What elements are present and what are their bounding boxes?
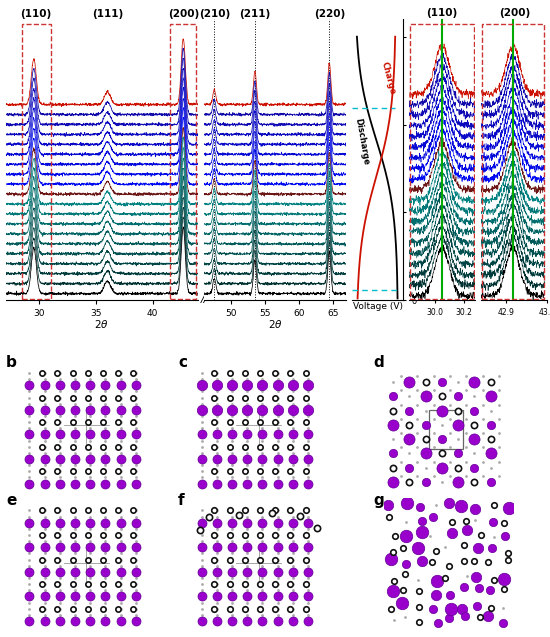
Text: Charge: Charge <box>379 61 397 96</box>
Text: g: g <box>373 492 384 508</box>
Text: f: f <box>178 492 185 508</box>
X-axis label: $2\theta$: $2\theta$ <box>268 318 283 330</box>
Text: (211): (211) <box>239 10 271 20</box>
Bar <box>429 410 463 448</box>
Text: b: b <box>6 355 17 370</box>
Bar <box>23 24 51 299</box>
Text: c: c <box>178 355 187 370</box>
Text: (111): (111) <box>92 10 123 20</box>
X-axis label: Voltage (V): Voltage (V) <box>353 301 403 311</box>
Text: d: d <box>373 355 384 370</box>
Title: (200): (200) <box>499 8 530 18</box>
Bar <box>169 24 196 299</box>
Text: Discharge: Discharge <box>354 118 371 166</box>
X-axis label: $2\theta$: $2\theta$ <box>95 318 109 330</box>
Text: (220): (220) <box>314 10 345 20</box>
Text: (110): (110) <box>20 10 52 20</box>
Text: //: // <box>201 294 208 304</box>
Text: (200): (200) <box>168 10 199 20</box>
Title: (110): (110) <box>426 8 458 18</box>
Text: (210): (210) <box>199 10 230 20</box>
Text: e: e <box>6 492 16 508</box>
